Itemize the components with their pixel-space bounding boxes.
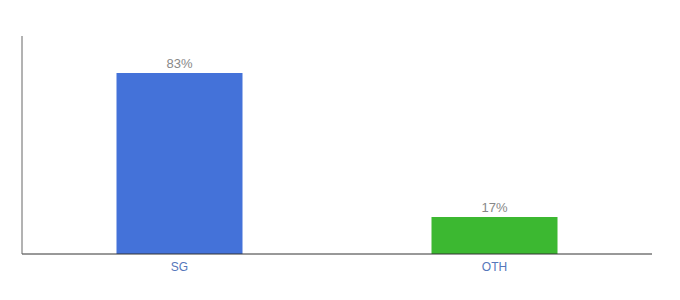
svg-text:83%: 83% (166, 56, 192, 71)
svg-text:OTH: OTH (482, 260, 507, 274)
svg-text:17%: 17% (481, 200, 507, 215)
svg-text:SG: SG (171, 260, 188, 274)
